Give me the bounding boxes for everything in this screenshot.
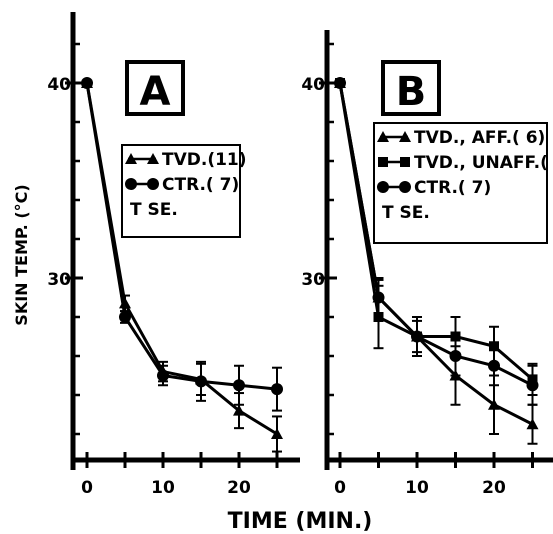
panel-a: 40 30 0 10 20 A TVD.(11) CTR.( 7) T SE. (47, 12, 300, 498)
panel-label-box (381, 60, 441, 116)
data-point (81, 77, 93, 89)
data-point (488, 359, 500, 372)
legend-marker (399, 181, 411, 193)
legend-entry: TVD., AFF.( 6) (414, 128, 545, 148)
legend-marker (125, 178, 137, 190)
panel-label-box (125, 60, 185, 116)
x-tick-label: 10 (405, 478, 429, 498)
data-point (334, 77, 346, 89)
data-point (195, 375, 207, 388)
legend-marker (377, 131, 389, 142)
series-line (338, 82, 534, 387)
y-axis-label: SKIN TEMP. (°C) (12, 184, 31, 325)
panel-b: 40 30 0 10 20 B TVD., AFF.( 6) TVD., UNAFF.( 5)… (301, 30, 553, 498)
panel-label: A (140, 69, 171, 115)
data-point (526, 379, 539, 392)
panel-label: B (396, 69, 427, 115)
x-axis-label: TIME (MIN.) (228, 509, 373, 534)
data-point (411, 330, 423, 343)
data-point (449, 350, 462, 362)
legend-entry: TVD.(11) (162, 150, 247, 170)
legend-marker (377, 181, 389, 193)
legend-entry: TVD., UNAFF.( 5) (414, 153, 553, 173)
legend-marker (125, 153, 137, 164)
legend-marker (400, 157, 410, 167)
legend-marker (399, 131, 411, 142)
data-point (271, 428, 283, 439)
x-tick-label: 20 (227, 478, 251, 498)
data-point (372, 291, 385, 304)
legend-marker (378, 157, 388, 167)
legend-marker (147, 178, 159, 190)
legend-entry: CTR.( 7) (162, 175, 239, 195)
legend-se: T SE. (130, 200, 178, 220)
data-point (233, 404, 245, 416)
y-tick-label: 40 (301, 75, 325, 95)
legend-entry: CTR.( 7) (414, 178, 491, 198)
data-point (271, 383, 283, 396)
legend-se: T SE. (382, 203, 430, 223)
data-point (233, 379, 245, 392)
x-tick-label: 10 (151, 478, 175, 498)
legend-box (121, 144, 241, 238)
x-tick-label: 0 (334, 478, 346, 498)
series-line (85, 82, 278, 391)
series-line (338, 82, 534, 381)
y-tick-label: 30 (47, 270, 71, 290)
x-tick-label: 0 (81, 478, 93, 498)
y-tick-label: 40 (47, 75, 71, 95)
data-point (526, 418, 539, 430)
data-point (488, 398, 500, 410)
legend-marker (147, 153, 159, 164)
series-line (85, 82, 278, 436)
data-point (119, 311, 131, 323)
y-tick-label: 30 (301, 270, 325, 290)
x-tick-label: 20 (482, 478, 506, 498)
data-point (157, 369, 169, 382)
